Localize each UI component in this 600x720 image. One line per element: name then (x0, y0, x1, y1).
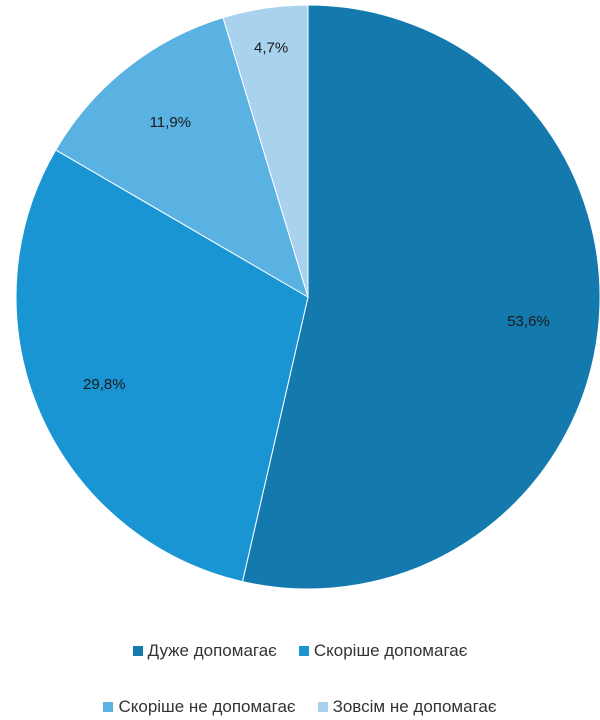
pie-value-label-very-helps: 53,6% (507, 313, 550, 330)
pie-slice-not-helps-at-all (222, 4, 309, 298)
pie-value-labels: 53,6% 29,8% 11,9% 4,7% (83, 40, 550, 394)
legend-label-very-helps: Дуже допомагає (147, 641, 277, 660)
pie-value-label-not-helps-at-all: 4,7% (254, 40, 288, 57)
legend-item-rather-not-helps: Скоріше не допомагає (103, 697, 296, 717)
legend-item-not-helps-at-all: Зовсім не допомагає (317, 697, 497, 717)
legend-swatch-not-helps-at-all (317, 702, 328, 712)
pie-slice-rather-helps (15, 149, 309, 583)
legend-label-not-helps-at-all: Зовсім не допомагає (332, 697, 497, 716)
legend-swatch-very-helps (132, 646, 143, 656)
legend-label-rather-not-helps: Скоріше не допомагає (118, 697, 296, 716)
legend-swatch-rather-helps (298, 646, 309, 656)
legend-row-1: Дуже допомагає Скоріше допомагає (0, 641, 600, 661)
pie-slice-very-helps (241, 4, 600, 590)
legend-label-rather-helps: Скоріше допомагає (313, 641, 468, 660)
pie-value-label-rather-not-helps: 11,9% (150, 114, 191, 131)
pie-chart: 53,6% 29,8% 11,9% 4,7% (15, 4, 600, 590)
pie-value-label-rather-helps: 29,8% (83, 376, 126, 393)
legend-item-rather-helps: Скоріше допомагає (298, 641, 468, 661)
legend-swatch-rather-not-helps (103, 702, 114, 712)
legend-row-2: Скоріше не допомагає Зовсім не допомагає (0, 697, 600, 717)
pie-slices (15, 4, 600, 590)
pie-slice-rather-not-helps (55, 17, 309, 299)
legend-item-very-helps: Дуже допомагає (132, 641, 277, 661)
